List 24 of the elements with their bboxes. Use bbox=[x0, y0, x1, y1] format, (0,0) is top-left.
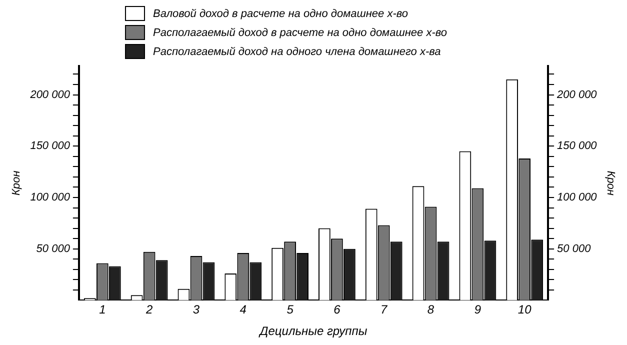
legend-label: Располагаемый доход в расчете на одно домашнее х-во bbox=[153, 26, 447, 38]
y2-tick-label: 50 000 bbox=[557, 242, 592, 255]
legend-label: Располагаемый доход на одного члена домашнего х-ва bbox=[153, 46, 441, 58]
x-tick-label: 8 bbox=[427, 302, 434, 317]
x-tick-label: 9 bbox=[474, 302, 482, 317]
x-tick-label: 4 bbox=[240, 302, 247, 317]
y-axis-title: Крон bbox=[10, 170, 23, 196]
y-tick-label: 200 000 bbox=[29, 88, 71, 101]
x-tick-label: 3 bbox=[192, 302, 200, 317]
y-tick-label: 150 000 bbox=[30, 140, 71, 152]
y2-tick-label: 150 000 bbox=[557, 140, 598, 152]
y2-tick-label: 200 000 bbox=[556, 88, 598, 101]
x-axis-title: Децильные группы bbox=[258, 324, 368, 338]
y-tick-label: 50 000 bbox=[36, 242, 71, 255]
x-tick-label: 10 bbox=[518, 302, 532, 317]
y2-tick-label: 100 000 bbox=[557, 192, 598, 204]
legend-label: Валовой доход в расчете на одно домашнее х-во bbox=[153, 8, 408, 20]
x-tick-label: 1 bbox=[99, 302, 106, 317]
x-tick-label: 2 bbox=[144, 302, 153, 317]
y-tick-label: 100 000 bbox=[30, 192, 71, 204]
y2-axis-title: Крон bbox=[604, 170, 616, 196]
x-tick-label: 5 bbox=[286, 302, 294, 317]
x-tick-label: 7 bbox=[380, 302, 389, 317]
x-tick-label: 6 bbox=[334, 302, 341, 317]
